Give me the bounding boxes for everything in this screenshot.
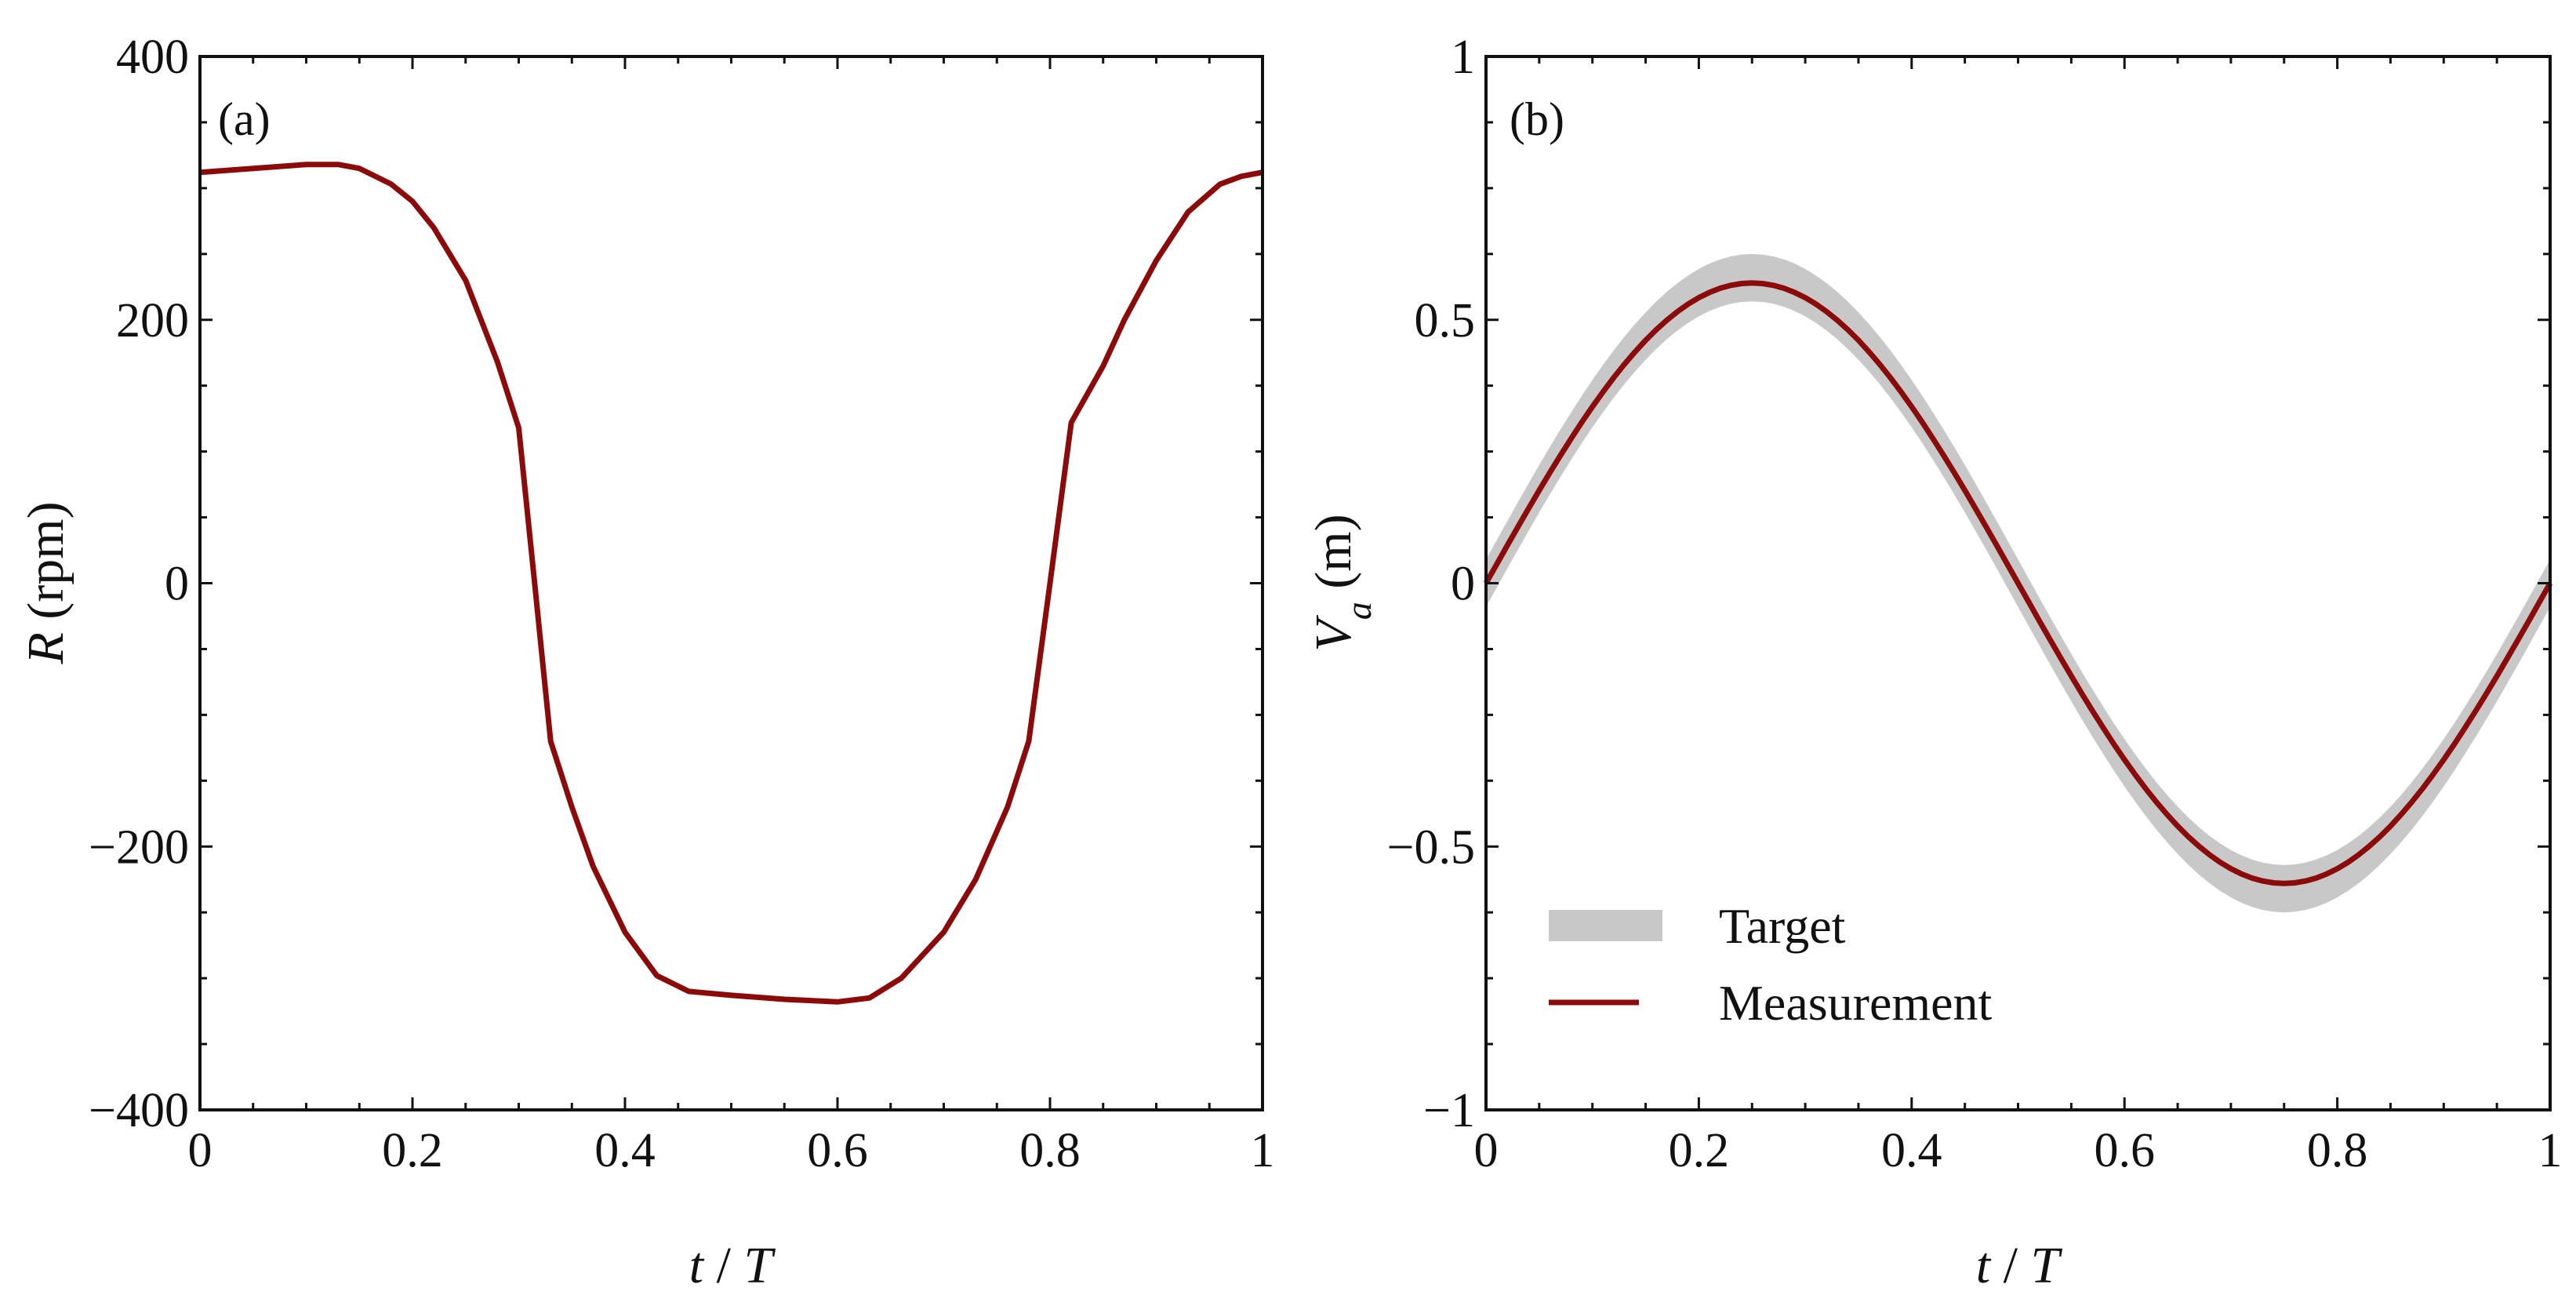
b-panel-label: (b) [1510,93,1564,145]
b-y-tick-label: 1 [1451,31,1475,84]
a-x-tick-label: 0.8 [1019,1124,1081,1177]
a-panel-label: (a) [218,93,271,145]
a-plot-frame [198,55,1264,1111]
a-x-tick-label: 0.4 [594,1124,656,1177]
a-x-tick-label: 1 [1251,1124,1275,1177]
b-x-tick-label: 1 [2538,1124,2563,1177]
a-series-layer [199,162,1263,1005]
b-y-tick-label: 0.5 [1415,294,1476,347]
b-x-tick-label: 0.4 [1881,1124,1942,1177]
legend-label-target: Target [1719,898,1846,954]
a-ticks [198,55,1264,1111]
a-y-tick-label: −400 [89,1084,189,1137]
b-x-tick-label: 0 [1474,1124,1499,1177]
b-x-tick-label: 0.6 [2094,1124,2155,1177]
b-measurement-line [1483,280,2553,886]
b-x-tick-label: 0.8 [2307,1124,2368,1177]
b-y-tick-label: 0 [1451,558,1475,611]
a-series-line [199,162,1263,1005]
b-ticklabels: 0 0.2 0.4 0.6 0.8 1 −1 −0.5 0 0.5 1 [1387,31,2563,1177]
a-x-tick-label: 0.2 [382,1124,443,1177]
a-x-tick-label: 0.6 [807,1124,868,1177]
a-ticklabels: 0 0.2 0.4 0.6 0.8 1 −400 −200 0 200 400 [89,31,1274,1177]
panel-b: 0 0.2 0.4 0.6 0.8 1 −1 −0.5 0 0.5 1 (b) t / T Va (… [1305,31,2563,1294]
a-x-axis-label: t / T [689,1237,776,1294]
legend-label-measurement: Measurement [1719,975,1993,1031]
a-y-tick-label: 0 [165,558,189,611]
a-x-tick-label: 0 [188,1124,213,1177]
a-y-tick-label: 200 [116,294,189,347]
a-y-tick-label: −200 [89,820,189,874]
b-y-axis-label: Va (m) [1305,514,1379,651]
b-y-tick-label: −0.5 [1387,820,1475,874]
b-legend: Target Measurement [1549,898,1993,1031]
b-x-tick-label: 0.2 [1669,1124,1730,1177]
b-y-tick-label: −1 [1423,1084,1475,1137]
a-y-axis-label: R (rpm) [17,501,74,664]
b-series-layer [1483,253,2553,913]
a-y-tick-label: 400 [116,31,189,84]
b-x-axis-label: t / T [1976,1237,2063,1294]
b-ticks [1484,55,2552,1111]
